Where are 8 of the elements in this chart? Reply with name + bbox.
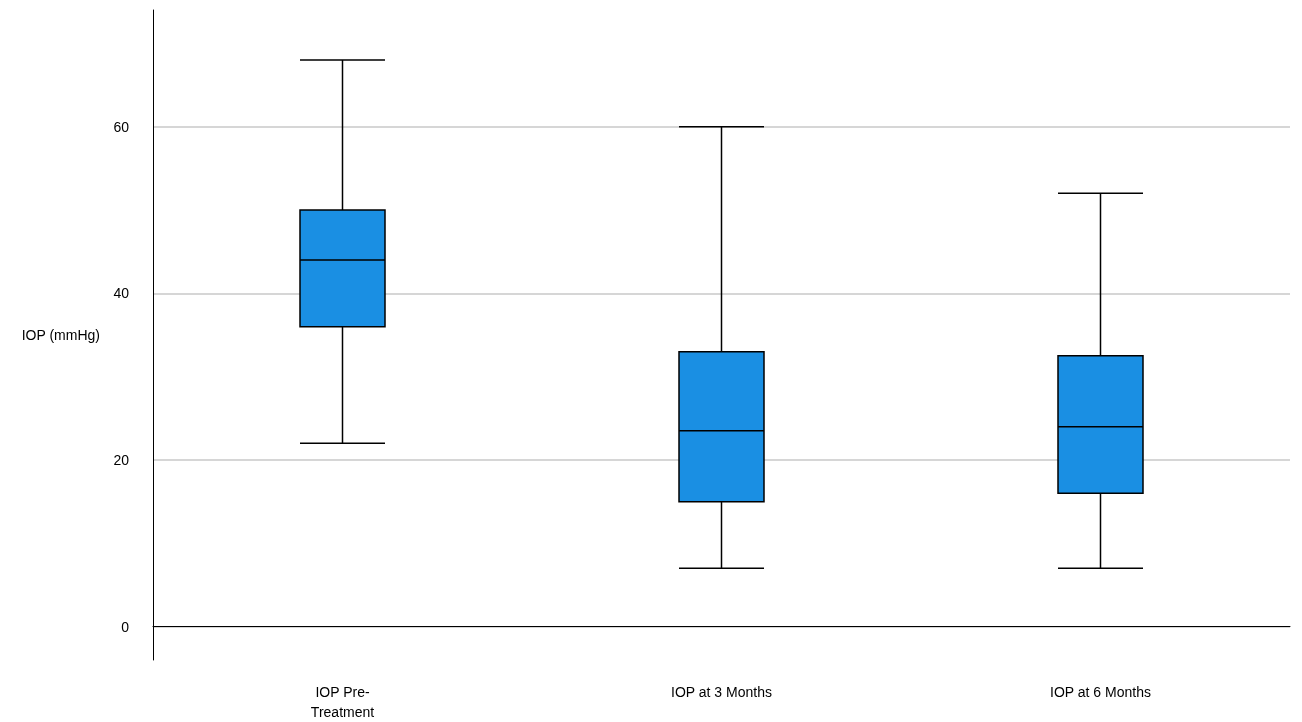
y-tick-label: 0 (121, 618, 130, 635)
y-axis-title: IOP (mmHg) (21, 327, 100, 343)
x-tick-label: IOP at 3 Months (671, 684, 772, 700)
y-tick-label: 60 (113, 118, 130, 135)
x-tick-label: IOP at 6 Months (1050, 684, 1151, 700)
x-tick-label: IOP Pre-Treatment (310, 684, 375, 720)
y-tick-label: 20 (113, 452, 130, 468)
y-tick-label: 40 (113, 285, 130, 302)
